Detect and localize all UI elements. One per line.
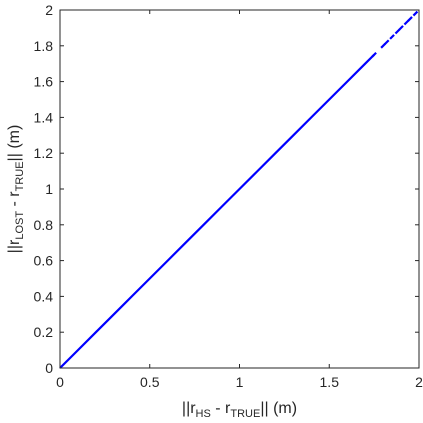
data-point <box>394 28 401 35</box>
x-tick-label: 2 <box>415 374 423 390</box>
y-tick-label: 0.4 <box>34 288 54 304</box>
y-tick-label: 1.8 <box>34 38 54 54</box>
x-axis-label: ||rHS - rTRUE|| (m) <box>182 400 297 420</box>
data-point <box>371 51 377 58</box>
x-tick-label: 0.5 <box>140 374 160 390</box>
y-tick-label: 0.8 <box>34 217 54 233</box>
data-layer <box>59 10 419 369</box>
x-tick-label: 1 <box>236 374 244 390</box>
y-tick-label: 1.4 <box>34 109 54 125</box>
data-point <box>412 10 419 17</box>
data-point <box>398 25 404 31</box>
data-point <box>383 39 390 45</box>
data-point <box>403 19 410 26</box>
y-tick-label: 0 <box>45 360 53 376</box>
data-point <box>380 43 386 49</box>
y-tick-label: 1.2 <box>34 145 54 161</box>
data-point <box>407 16 413 22</box>
series-line <box>59 53 375 369</box>
y-tick-label: 2 <box>45 2 53 18</box>
x-tick-label: 0 <box>56 374 64 390</box>
y-tick-label: 1 <box>45 181 53 197</box>
data-point <box>389 34 395 40</box>
y-tick-label: 1.6 <box>34 74 54 90</box>
x-tick-label: 1.5 <box>320 374 340 390</box>
y-tick-label: 0.2 <box>34 324 54 340</box>
axis-ticks: 0 0.5 1 1.5 2 0 0.2 0.4 0.6 0.8 1 1.2 1.4 1.6 1.8 2 <box>34 2 423 390</box>
y-tick-label: 0.6 <box>34 253 54 269</box>
y-axis-label: ||rLOST - rTRUE|| (m) <box>6 125 26 254</box>
